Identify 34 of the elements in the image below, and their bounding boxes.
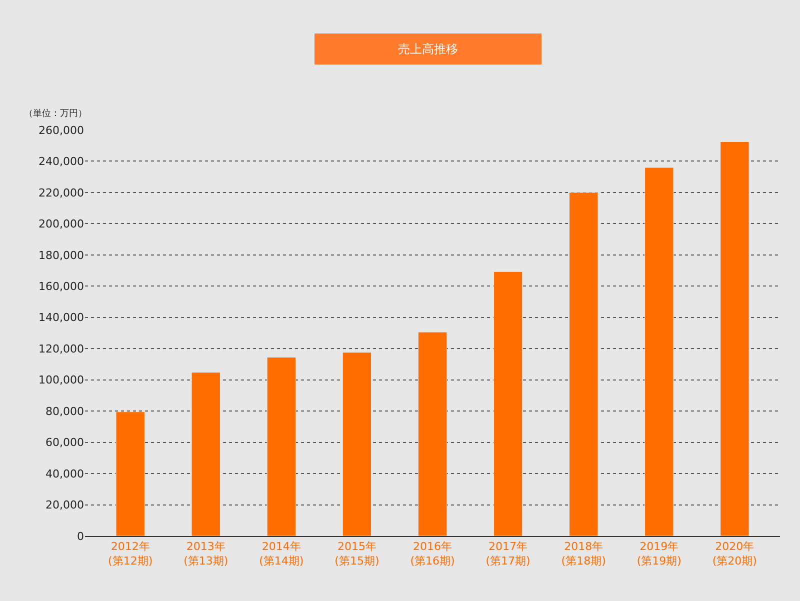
x-tick-label: 2014年 (第14期) <box>259 540 304 568</box>
y-tick-label: 0 <box>77 530 84 543</box>
x-tick-label: 2019年 (第19期) <box>636 540 682 568</box>
bar <box>720 141 750 536</box>
chart-title: 売上高推移 <box>398 42 458 56</box>
bar <box>493 271 523 536</box>
y-tick-label: 40,000 <box>46 467 84 480</box>
y-tick-label: 60,000 <box>46 436 84 450</box>
y-tick-label: 120,000 <box>38 342 84 356</box>
bar <box>644 167 674 536</box>
y-axis-title: （単位：万円） <box>24 108 87 119</box>
y-tick-label: 260,000 <box>38 124 84 137</box>
y-tick-label: 140,000 <box>38 311 84 324</box>
x-tick-label: 2018年 (第18期) <box>561 540 606 568</box>
y-tick-label: 80,000 <box>46 404 84 418</box>
x-tick-label: 2017年 (第17期) <box>486 540 530 568</box>
bar <box>116 412 145 536</box>
y-tick-label: 20,000 <box>46 498 84 512</box>
y-tick-label: 220,000 <box>38 186 84 200</box>
x-tick-label: 2016年 (第16期) <box>410 540 455 568</box>
bar <box>266 356 296 536</box>
y-tick-label: 100,000 <box>38 374 84 387</box>
bar <box>191 372 220 536</box>
bar <box>418 332 448 536</box>
y-tick-label: 180,000 <box>38 248 84 262</box>
x-tick-label: 2012年 (第12期) <box>108 540 153 568</box>
x-tick-label: 2015年 (第15期) <box>334 540 380 568</box>
y-tick-label: 200,000 <box>38 218 84 231</box>
y-tick-label: 160,000 <box>38 280 84 293</box>
y-tick-label: 240,000 <box>38 155 84 168</box>
bar <box>342 352 372 536</box>
x-tick-label: 2013年 (第13期) <box>184 540 228 568</box>
x-tick-label: 2020年 (第20期) <box>712 540 757 568</box>
bar <box>568 192 598 536</box>
